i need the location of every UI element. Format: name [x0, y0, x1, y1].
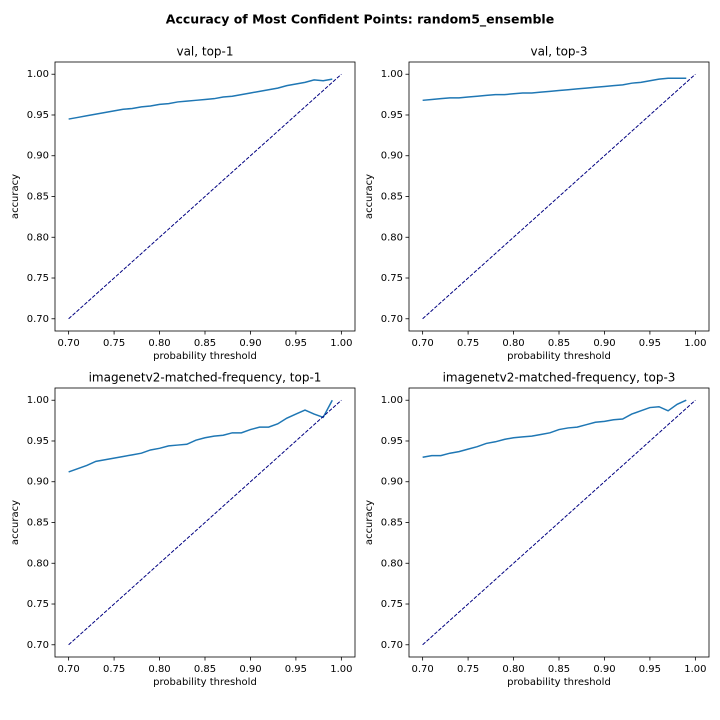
- y-tick-label: 0.85: [381, 518, 403, 529]
- subplot: val, top-3 0.70 0.75 0.80 0.85 0.90 0.95 1.00 0.…: [364, 45, 710, 362]
- y-tick-label: 0.95: [27, 436, 49, 447]
- x-axis-label: probability threshold: [153, 677, 257, 688]
- y-tick-label: 1.00: [381, 395, 403, 406]
- x-tick-label: 0.95: [285, 338, 307, 349]
- y-axis-label: accuracy: [364, 174, 375, 219]
- x-tick-label: 0.90: [593, 338, 615, 349]
- y-tick-label: 0.70: [27, 640, 49, 651]
- series-line: [422, 73, 696, 320]
- series-line: [422, 77, 687, 102]
- x-tick-label: 0.85: [194, 664, 216, 675]
- series-line: [422, 399, 687, 459]
- x-tick-label: 0.75: [457, 338, 479, 349]
- y-tick-label: 0.70: [381, 314, 403, 325]
- subplot-title: val, top-1: [176, 45, 233, 59]
- subplot-title: imagenetv2-matched-frequency, top-1: [89, 371, 322, 385]
- y-tick-label: 0.75: [381, 273, 403, 284]
- y-tick-label: 0.85: [27, 518, 49, 529]
- x-tick-label: 0.85: [194, 338, 216, 349]
- y-tick-label: 0.95: [27, 110, 49, 121]
- axes-frame: [408, 387, 710, 658]
- x-tick-label: 0.80: [148, 338, 170, 349]
- figure-title: Accuracy of Most Confident Points: rando…: [166, 12, 554, 28]
- x-axis-label: probability threshold: [507, 351, 611, 362]
- y-tick-label: 0.80: [381, 558, 403, 569]
- x-tick-label: 0.75: [103, 664, 125, 675]
- y-tick-label: 0.70: [27, 314, 49, 325]
- x-tick-label: 0.80: [148, 664, 170, 675]
- x-tick-label: 0.75: [103, 338, 125, 349]
- x-tick-label: 0.85: [548, 338, 570, 349]
- y-tick-label: 1.00: [27, 69, 49, 80]
- y-tick-label: 0.90: [27, 477, 49, 488]
- y-axis-label: accuracy: [364, 500, 375, 545]
- y-axis-label: accuracy: [10, 500, 21, 545]
- y-tick-label: 0.75: [381, 599, 403, 610]
- y-tick-label: 0.80: [381, 232, 403, 243]
- subplot: imagenetv2-matched-frequency, top-1 0.70 0…: [10, 371, 356, 688]
- x-tick-label: 0.70: [412, 338, 434, 349]
- series-line: [68, 73, 342, 320]
- x-tick-label: 0.95: [285, 664, 307, 675]
- y-tick-label: 1.00: [381, 69, 403, 80]
- x-tick-label: 0.90: [239, 338, 261, 349]
- y-tick-label: 0.95: [381, 110, 403, 121]
- y-tick-label: 0.75: [27, 273, 49, 284]
- y-tick-label: 0.90: [381, 477, 403, 488]
- x-tick-label: 0.70: [412, 664, 434, 675]
- x-tick-label: 0.75: [457, 664, 479, 675]
- y-tick-label: 0.85: [27, 192, 49, 203]
- x-tick-label: 0.90: [239, 664, 261, 675]
- y-axis-label: accuracy: [10, 174, 21, 219]
- x-tick-label: 0.85: [548, 664, 570, 675]
- y-tick-label: 0.85: [381, 192, 403, 203]
- series-line: [68, 399, 342, 646]
- x-tick-label: 1.00: [684, 664, 706, 675]
- y-tick-label: 0.90: [27, 151, 49, 162]
- y-tick-label: 0.70: [381, 640, 403, 651]
- x-axis-label: probability threshold: [507, 677, 611, 688]
- series-line: [68, 399, 333, 473]
- subplot-title: imagenetv2-matched-frequency, top-3: [443, 371, 676, 385]
- x-tick-label: 0.95: [639, 664, 661, 675]
- y-tick-label: 0.80: [27, 558, 49, 569]
- x-axis-label: probability threshold: [153, 351, 257, 362]
- x-tick-label: 0.70: [58, 338, 80, 349]
- axes-frame: [54, 387, 356, 658]
- subplot-title: val, top-3: [530, 45, 587, 59]
- y-tick-label: 0.75: [27, 599, 49, 610]
- y-tick-label: 0.90: [381, 151, 403, 162]
- axes-frame: [54, 61, 356, 332]
- y-tick-label: 0.80: [27, 232, 49, 243]
- axes-frame: [408, 61, 710, 332]
- subplot: val, top-1 0.70 0.75 0.80 0.85 0.90 0.95 1.00 0.…: [10, 45, 356, 362]
- x-tick-label: 0.90: [593, 664, 615, 675]
- x-tick-label: 1.00: [330, 338, 352, 349]
- y-tick-label: 1.00: [27, 395, 49, 406]
- x-tick-label: 0.95: [639, 338, 661, 349]
- x-tick-label: 0.70: [58, 664, 80, 675]
- subplot: imagenetv2-matched-frequency, top-3 0.70 0…: [364, 371, 710, 688]
- x-tick-label: 0.80: [502, 338, 524, 349]
- y-tick-label: 0.95: [381, 436, 403, 447]
- series-line: [422, 399, 696, 646]
- x-tick-label: 1.00: [684, 338, 706, 349]
- x-tick-label: 1.00: [330, 664, 352, 675]
- x-tick-label: 0.80: [502, 664, 524, 675]
- series-line: [68, 78, 333, 120]
